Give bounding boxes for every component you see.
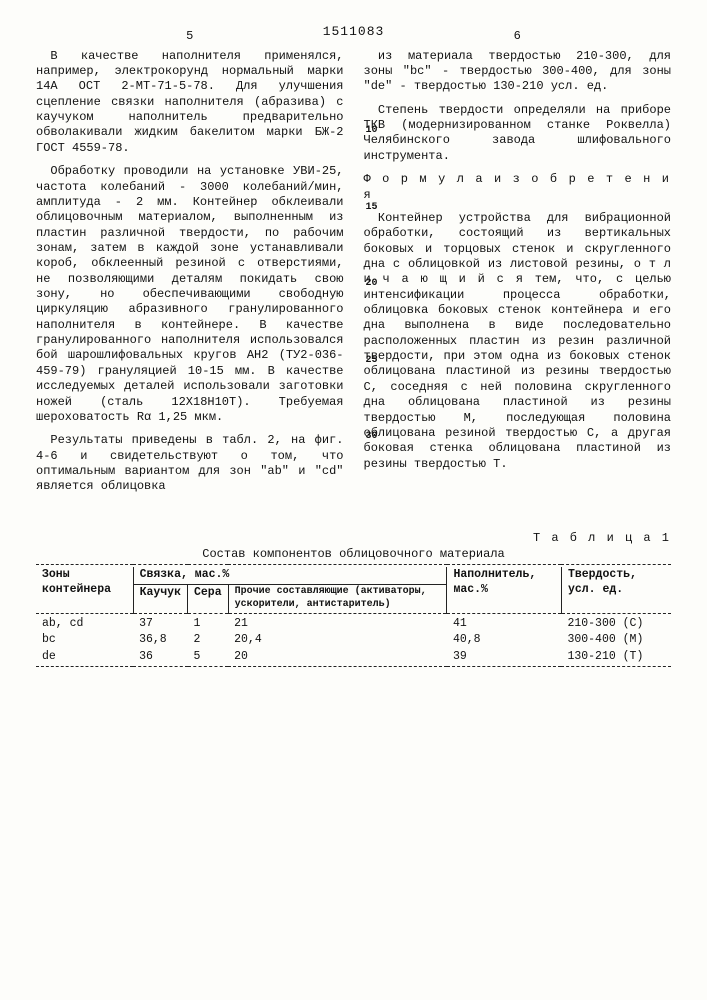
cell-zone: ab, cd [36,616,133,633]
line-number: 15 [366,202,378,215]
cell-rubber: 36,8 [133,632,187,649]
cell-rubber: 37 [133,616,187,633]
cell-filler: 40,8 [447,632,562,649]
cell-sulfur: 2 [188,632,229,649]
table-block: Т а б л и ц а 1 Состав компонентов облиц… [36,531,671,669]
cell-hardness: 300-400 (М) [561,632,671,649]
table-caption: Состав компонентов облицовочного материа… [36,547,671,562]
col-number-right: 6 [514,29,521,44]
formula-title: Ф о р м у л а и з о б р е т е н и я [364,172,672,203]
cell-filler: 41 [447,616,562,633]
left-para-1: В качестве наполнителя применялся, напри… [36,49,344,157]
th-other: Прочие составляющие (активаторы, ускорит… [228,585,447,614]
composition-table: Зоны контейнера Связка, мас.% Наполнител… [36,564,671,668]
th-zones: Зоны контейнера [36,567,133,613]
line-number: 20 [366,278,378,291]
cell-sulfur: 1 [188,616,229,633]
th-hardness: Твердость, усл. ед. [561,567,671,613]
line-number: 10 [366,125,378,138]
col-number-left: 5 [186,29,193,44]
cell-sulfur: 5 [188,649,229,666]
left-para-3: Результаты приведены в табл. 2, на фиг. … [36,433,344,494]
cell-hardness: 130-210 (Т) [561,649,671,666]
right-para-1: из материала твердостью 210-300, для зон… [364,49,672,95]
cell-other: 20 [228,649,447,666]
th-sulfur: Сера [188,585,229,614]
cell-filler: 39 [447,649,562,666]
line-number: 25 [366,355,378,368]
cell-zone: bc [36,632,133,649]
th-rubber: Каучук [133,585,187,614]
cell-zone: de [36,649,133,666]
right-para-2: Степень твердости определяли на приборе … [364,103,672,164]
left-column: 5 В качестве наполнителя применялся, нап… [36,49,344,503]
table-row: bc 36,8 2 20,4 40,8 300-400 (М) [36,632,671,649]
cell-hardness: 210-300 (С) [561,616,671,633]
left-para-2: Обработку проводили на установке УВИ-25,… [36,164,344,425]
cell-other: 20,4 [228,632,447,649]
table-row: ab, cd 37 1 21 41 210-300 (С) [36,616,671,633]
line-number: 30 [366,431,378,444]
doc-number: 1511083 [36,24,671,41]
table-row: de 36 5 20 39 130-210 (Т) [36,649,671,666]
right-para-3: Контейнер устройства для вибрационной об… [364,211,672,472]
right-column: 6 10 15 20 25 30 из материала твердостью… [364,49,672,503]
cell-other: 21 [228,616,447,633]
th-filler: Наполнитель, мас.% [447,567,562,613]
text-columns: 5 В качестве наполнителя применялся, нап… [36,49,671,503]
th-binder: Связка, мас.% [133,567,447,584]
cell-rubber: 36 [133,649,187,666]
table-title: Т а б л и ц а 1 [36,531,671,546]
